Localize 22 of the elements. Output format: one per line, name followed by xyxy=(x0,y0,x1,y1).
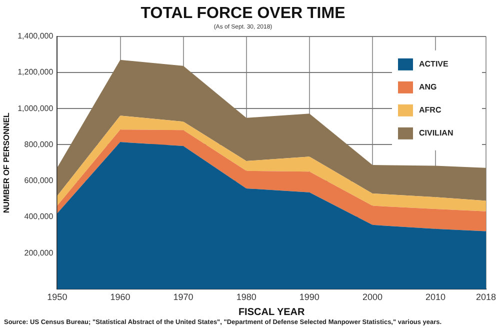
x-tick-label: 2010 xyxy=(426,292,446,302)
y-tick-label: 600,000 xyxy=(24,176,54,186)
x-axis-title: FISCAL YEAR xyxy=(238,306,306,318)
legend-label: AFRC xyxy=(419,106,442,115)
x-tick-label: 1970 xyxy=(173,292,194,302)
x-tick-label: 1980 xyxy=(236,292,256,302)
x-tick-label: 2000 xyxy=(362,292,383,302)
y-axis-title: NUMBER OF PERSONNEL xyxy=(2,112,12,214)
y-tick-label: 200,000 xyxy=(24,248,54,258)
legend-label: ACTIVE xyxy=(419,60,449,69)
legend-label: CIVILIAN xyxy=(419,128,454,138)
x-tick-label: 1990 xyxy=(299,292,320,302)
x-tick-label: 1950 xyxy=(47,292,68,302)
chart-title: TOTAL FORCE OVER TIME xyxy=(140,5,346,22)
y-tick-label: 1,000,000 xyxy=(18,104,54,113)
y-tick-label: 400,000 xyxy=(24,212,54,222)
y-tick-label: 1,400,000 xyxy=(18,32,54,41)
y-tick-label: 1,200,000 xyxy=(18,68,54,77)
x-tick-label: 2018 xyxy=(476,292,496,302)
legend-label: ANG xyxy=(419,82,437,92)
y-tick-label: 800,000 xyxy=(24,140,54,149)
x-tick-label: 1960 xyxy=(110,292,130,302)
